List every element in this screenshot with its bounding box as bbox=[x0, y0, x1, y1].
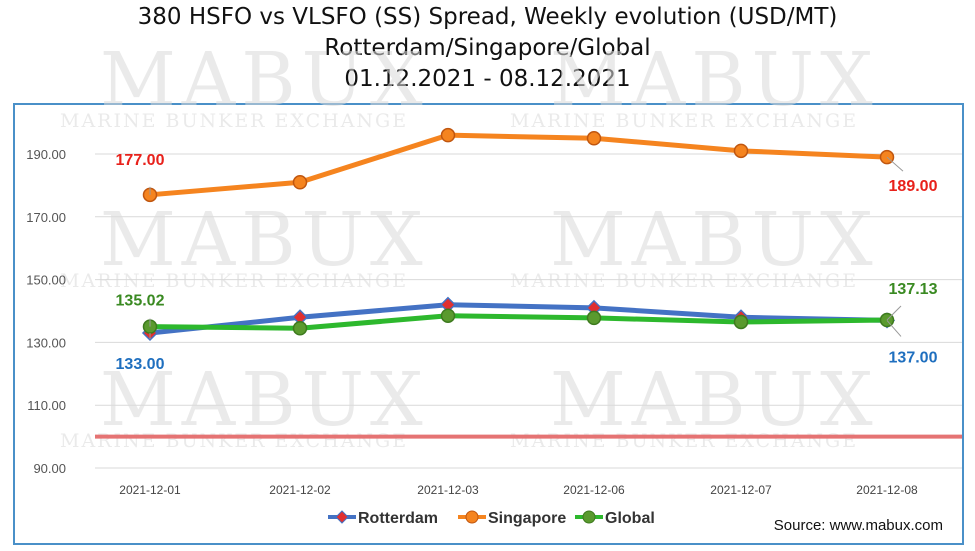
data-label: 137.13 bbox=[889, 281, 938, 298]
gridlines bbox=[95, 153, 962, 469]
data-label: 177.00 bbox=[116, 152, 165, 169]
data-label-leader bbox=[886, 156, 904, 172]
watermark-subtitle: MARINE BUNKER EXCHANGE bbox=[510, 110, 858, 132]
y-tick-label: 90.00 bbox=[33, 461, 66, 476]
legend-label: Rotterdam bbox=[358, 510, 438, 527]
data-point bbox=[586, 131, 602, 146]
legend-swatch-marker bbox=[582, 510, 596, 524]
series-line bbox=[149, 302, 888, 336]
data-label: 189.00 bbox=[889, 178, 938, 195]
y-axis-ticks: 90.00 110.00 130.00 150.00 170.00 190.00 bbox=[26, 147, 66, 476]
legend-swatch-marker bbox=[335, 510, 349, 524]
data-label: 135.02 bbox=[116, 293, 165, 310]
watermark-subtitle: MARINE BUNKER EXCHANGE bbox=[60, 430, 408, 452]
data-point bbox=[440, 127, 456, 143]
y-tick-label: 130.00 bbox=[26, 335, 66, 350]
series-line bbox=[149, 132, 888, 198]
data-labels: 133.00 137.00 177.00 189.00 135.02 137.13 bbox=[116, 152, 938, 373]
watermark-logo-text: MABUX bbox=[550, 357, 879, 443]
watermark-subtitle: MARINE BUNKER EXCHANGE bbox=[60, 110, 408, 132]
y-tick-label: 150.00 bbox=[26, 273, 66, 288]
series-line bbox=[149, 313, 888, 331]
x-tick-label: 2021-12-06 bbox=[563, 483, 625, 497]
legend-item-rotterdam: Rotterdam bbox=[328, 510, 438, 527]
data-point bbox=[733, 143, 749, 159]
chart-title-line-2: Rotterdam/Singapore/Global bbox=[324, 35, 651, 61]
source-note: Source: www.mabux.com bbox=[774, 517, 943, 534]
x-tick-label: 2021-12-01 bbox=[119, 483, 181, 497]
data-label: 133.00 bbox=[116, 356, 165, 373]
x-tick-label: 2021-12-03 bbox=[417, 483, 479, 497]
data-point bbox=[440, 308, 456, 323]
data-label-leader bbox=[886, 305, 902, 321]
x-tick-label: 2021-12-02 bbox=[269, 483, 331, 497]
x-axis-ticks: 2021-12-01 2021-12-02 2021-12-03 2021-12-06… bbox=[119, 483, 918, 497]
y-tick-label: 170.00 bbox=[26, 210, 66, 225]
data-label-leader bbox=[886, 320, 902, 337]
y-tick-label: 110.00 bbox=[27, 398, 66, 413]
chart-title: 380 HSFO vs VLSFO (SS) Spread, Weekly ev… bbox=[0, 2, 975, 95]
legend-swatch-marker bbox=[465, 510, 479, 524]
legend-item-singapore: Singapore bbox=[458, 510, 566, 527]
watermark-logo-text: MABUX bbox=[550, 197, 879, 283]
x-tick-label: 2021-12-08 bbox=[856, 483, 918, 497]
data-point bbox=[292, 175, 308, 190]
watermark-logo-text: MABUX bbox=[100, 357, 429, 443]
legend-label: Global bbox=[605, 510, 655, 527]
watermark-logo-text: MABUX bbox=[100, 197, 429, 283]
legend: Rotterdam Singapore Global bbox=[328, 510, 655, 527]
watermark-logo-text: MABUX bbox=[100, 37, 429, 123]
data-point bbox=[586, 310, 602, 326]
y-tick-label: 190.00 bbox=[26, 147, 66, 162]
watermark-subtitle: MARINE BUNKER EXCHANGE bbox=[510, 270, 858, 292]
data-label: 137.00 bbox=[889, 349, 938, 366]
data-point bbox=[733, 314, 749, 330]
chart-frame bbox=[13, 103, 964, 545]
watermark-logo-text: MABUX bbox=[550, 37, 879, 123]
watermark-subtitle: MARINE BUNKER EXCHANGE bbox=[60, 270, 408, 292]
chart-title-line-1: 380 HSFO vs VLSFO (SS) Spread, Weekly ev… bbox=[137, 4, 838, 30]
watermark-subtitle: MARINE BUNKER EXCHANGE bbox=[510, 430, 858, 452]
series-layer bbox=[141, 127, 896, 342]
legend-label: Singapore bbox=[488, 510, 566, 527]
data-point bbox=[292, 321, 308, 336]
x-tick-label: 2021-12-07 bbox=[710, 483, 772, 497]
legend-item-global: Global bbox=[575, 510, 655, 527]
series-singapore bbox=[142, 127, 895, 203]
chart-title-line-3: 01.12.2021 - 08.12.2021 bbox=[344, 66, 631, 92]
